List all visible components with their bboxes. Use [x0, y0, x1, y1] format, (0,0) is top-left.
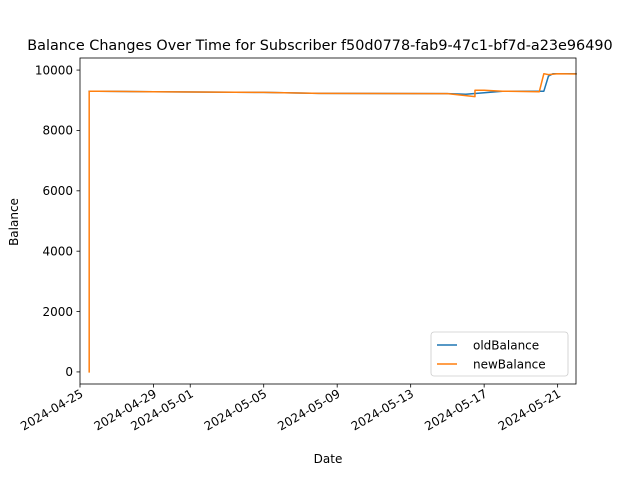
x-tick-label: 2024-04-25 — [18, 386, 85, 433]
y-axis-label: Balance — [7, 198, 21, 246]
y-tick-label: 4000 — [42, 244, 73, 258]
y-axis: 0 2000 4000 6000 8000 10000 — [35, 63, 80, 379]
y-tick-label: 10000 — [35, 63, 73, 77]
y-tick-label: 0 — [65, 365, 73, 379]
x-tick-label: 2024-05-09 — [275, 386, 342, 433]
y-tick-label: 2000 — [42, 305, 73, 319]
legend: oldBalance newBalance — [430, 331, 569, 377]
x-tick-label: 2024-05-05 — [202, 386, 269, 433]
legend-label-oldBalance: oldBalance — [473, 339, 539, 353]
x-tick-label: 2024-05-21 — [496, 386, 563, 433]
y-tick-label: 6000 — [42, 184, 73, 198]
x-tick-label: 2024-05-17 — [422, 386, 489, 433]
plot-frame — [79, 57, 577, 385]
x-axis-label: Date — [314, 452, 343, 466]
series-line-newBalance — [88, 72, 577, 373]
chart-title: Balance Changes Over Time for Subscriber… — [27, 38, 612, 54]
x-tick-label: 2024-05-13 — [349, 386, 416, 433]
legend-box — [430, 331, 569, 377]
legend-label-newBalance: newBalance — [473, 358, 546, 372]
plot-area — [79, 57, 577, 385]
y-tick-label: 8000 — [42, 124, 73, 138]
